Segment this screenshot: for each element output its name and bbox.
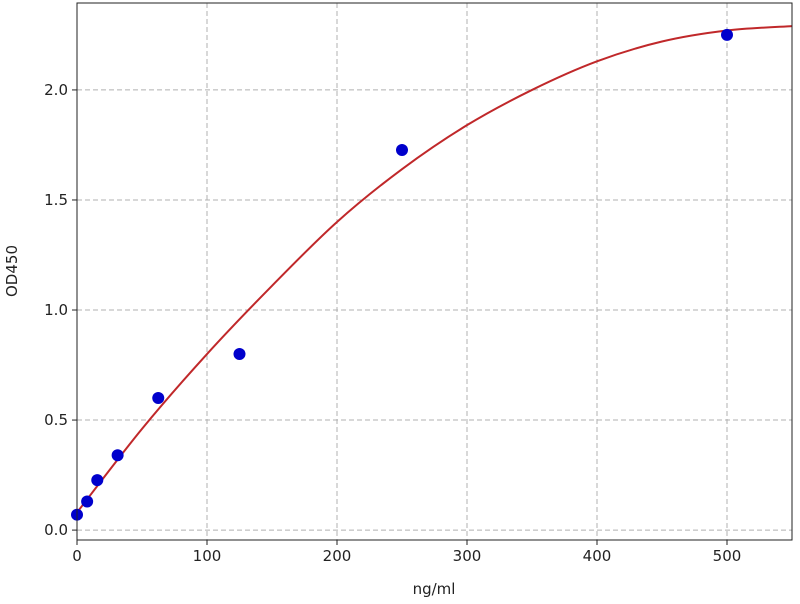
y-axis-label: OD450	[3, 245, 21, 297]
x-tick-label: 200	[323, 547, 352, 565]
x-tick-label: 400	[583, 547, 612, 565]
x-tick-label: 0	[72, 547, 82, 565]
grid	[76, 3, 792, 540]
ticks: 0 100 200 300 400 500 0.0 0.5 1.0 1.5 2.0	[44, 81, 741, 565]
data-point	[721, 28, 733, 41]
x-tick-label: 300	[453, 547, 482, 565]
x-tick-label: 100	[193, 547, 222, 565]
data-points	[71, 28, 733, 521]
data-point	[81, 495, 94, 508]
y-tick-label: 1.5	[44, 191, 68, 209]
y-tick-label: 0.0	[44, 521, 68, 539]
x-axis-label: ng/ml	[413, 580, 456, 598]
y-tick-label: 1.0	[44, 301, 68, 319]
fit-curve	[76, 25, 793, 514]
x-tick-label: 500	[713, 547, 742, 565]
data-point	[396, 144, 408, 157]
data-point	[152, 392, 165, 405]
data-point	[111, 449, 124, 462]
data-point	[233, 348, 246, 361]
plot-frame	[76, 2, 793, 541]
data-point	[91, 474, 104, 487]
y-tick-label: 2.0	[44, 81, 68, 99]
y-tick-label: 0.5	[44, 411, 68, 429]
